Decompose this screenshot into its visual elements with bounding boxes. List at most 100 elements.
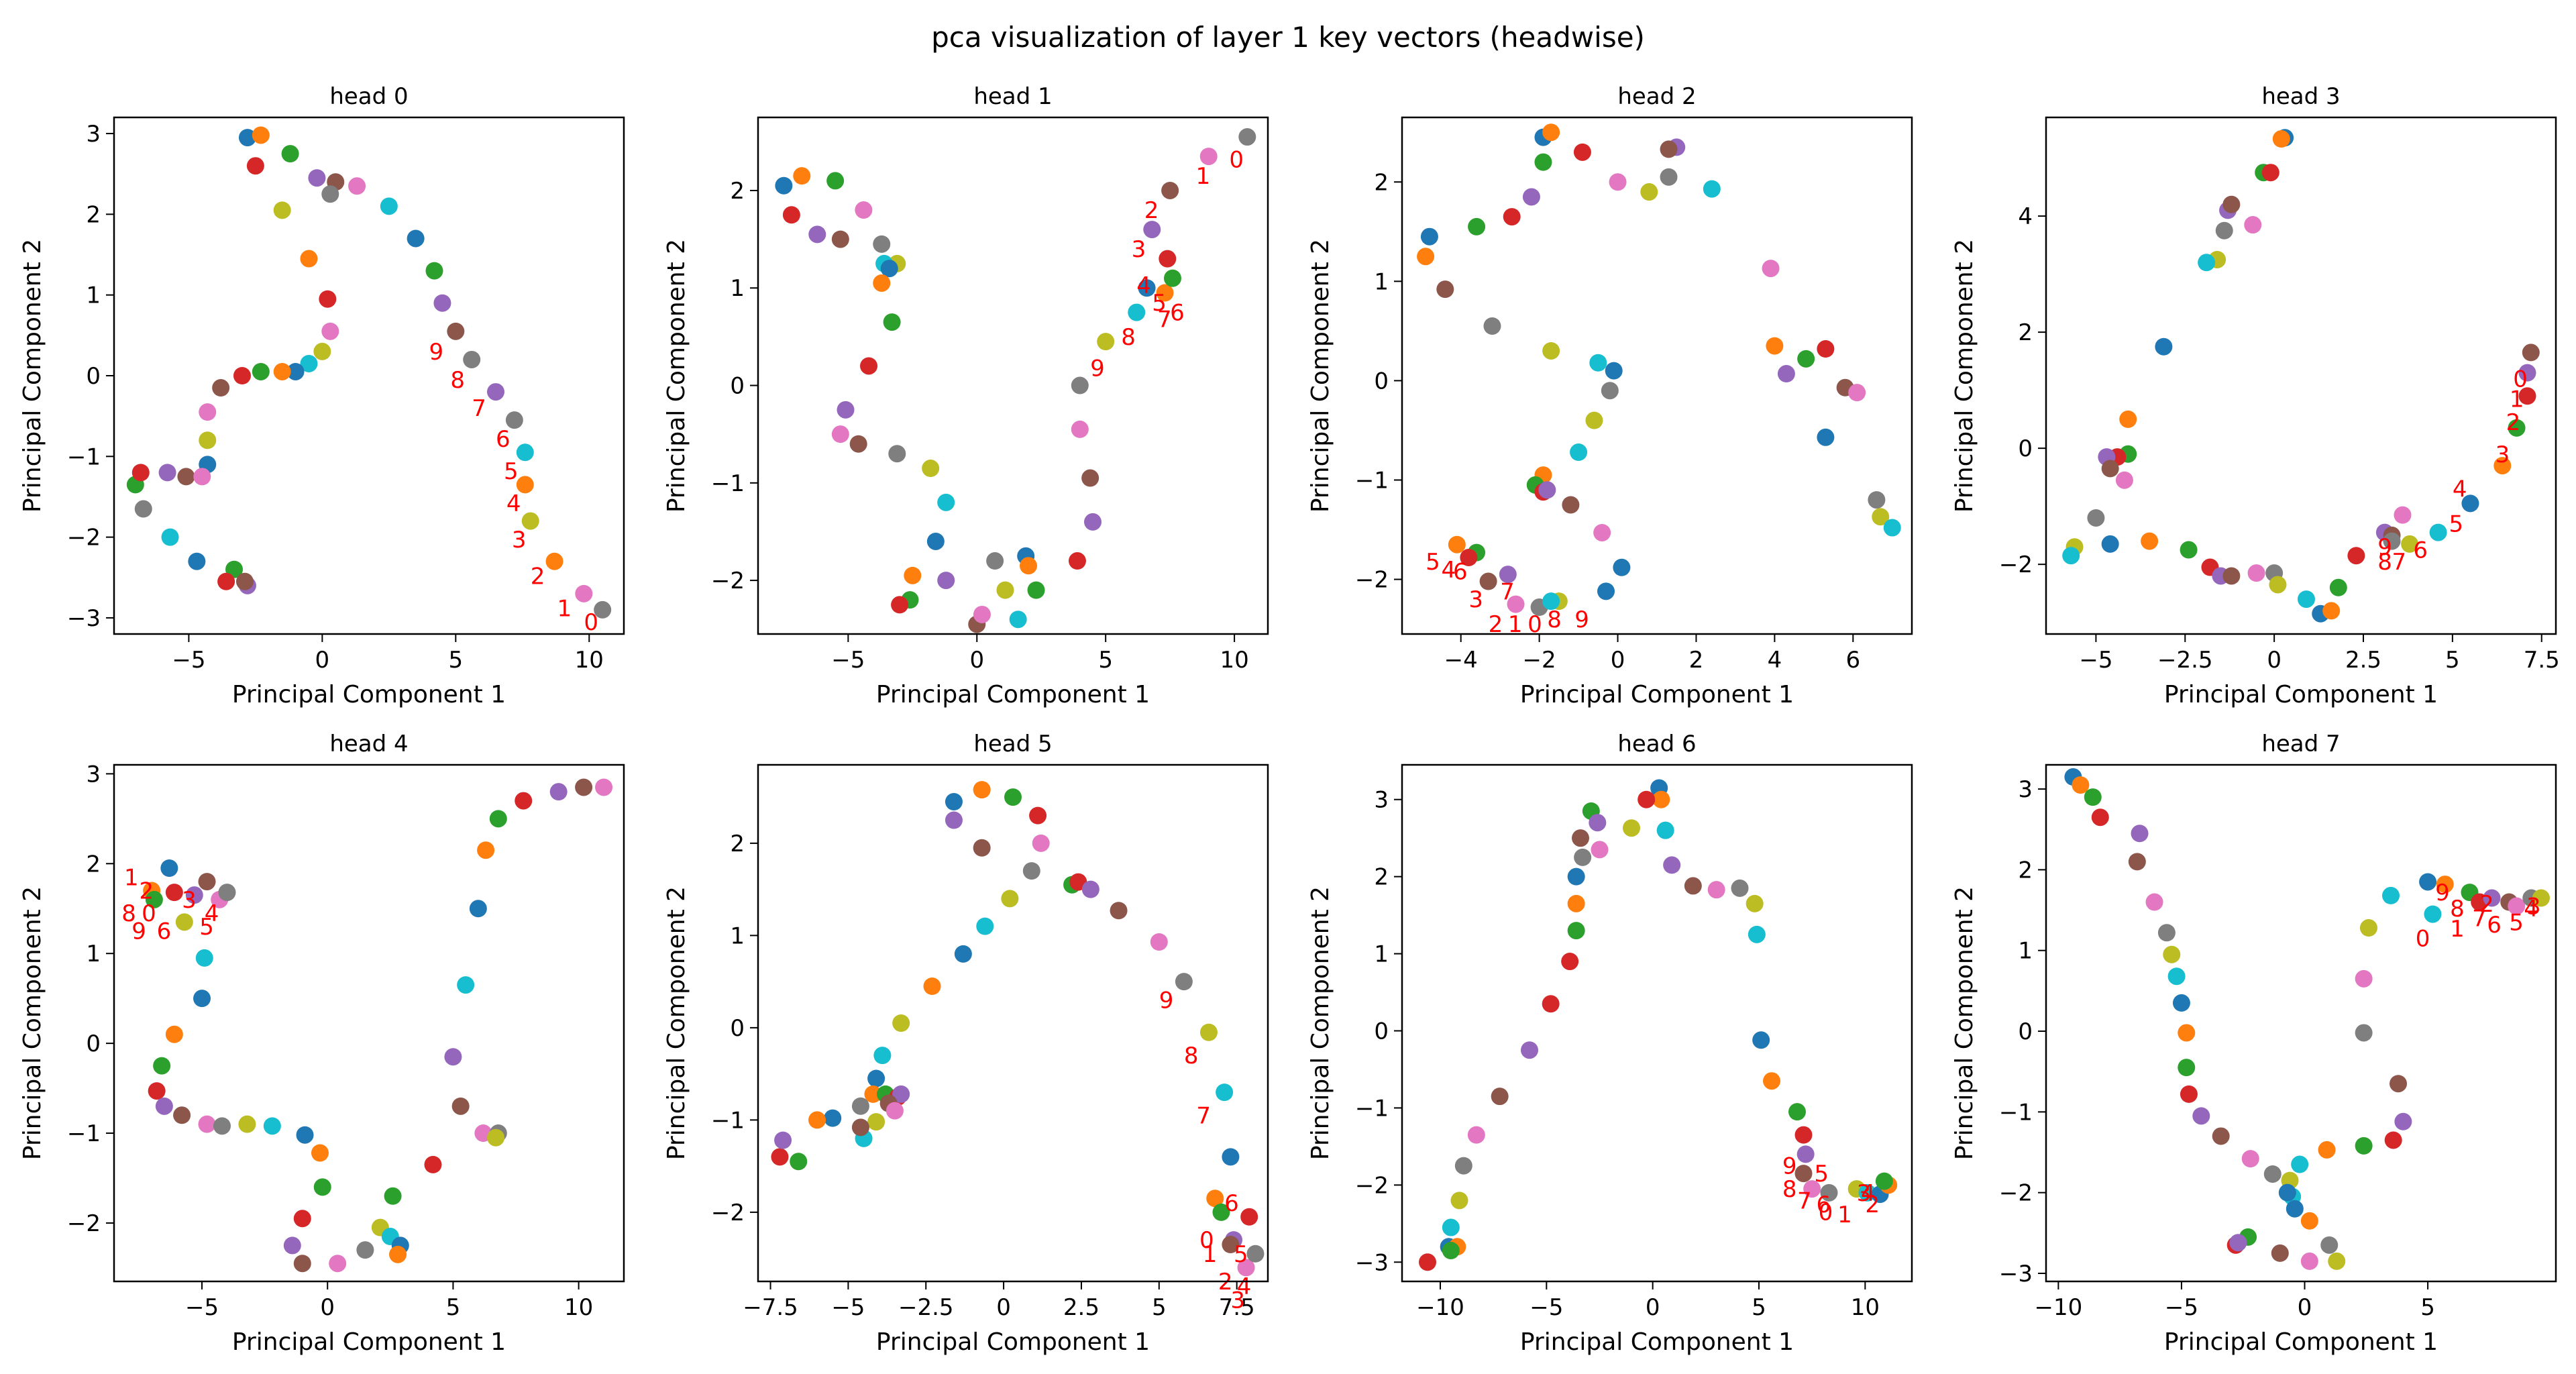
scatter-point <box>1585 411 1603 429</box>
scatter-point <box>217 572 235 590</box>
scatter-point <box>1246 1245 1265 1263</box>
scatter-point <box>2424 905 2442 923</box>
point-annotation: 4 <box>2453 476 2467 503</box>
scatter-point <box>1507 595 1525 613</box>
y-tick-label: 1 <box>86 941 101 967</box>
scatter-point <box>1591 841 1609 859</box>
scatter-point <box>2355 1024 2373 1042</box>
scatter-point <box>1777 365 1795 383</box>
point-annotation: 9 <box>2435 880 2450 906</box>
scatter-point <box>1766 337 1784 355</box>
scatter-point <box>883 313 901 331</box>
scatter-point <box>1872 508 1890 526</box>
scatter-point <box>1222 1236 1240 1253</box>
scatter-point <box>575 584 593 602</box>
scatter-point <box>433 294 451 312</box>
scatter-point <box>313 1178 331 1196</box>
point-annotation: 8 <box>2377 549 2392 576</box>
scatter-point <box>1222 1148 1240 1166</box>
scatter-point <box>193 990 211 1008</box>
scatter-point <box>1562 496 1580 514</box>
point-annotation: 3 <box>2496 441 2510 468</box>
point-annotation: 8 <box>1547 606 1562 633</box>
scatter-point <box>2198 254 2216 272</box>
scatter-point <box>193 468 211 486</box>
y-tick-label: 3 <box>86 121 101 148</box>
scatter-point <box>2401 535 2419 553</box>
scatter-point <box>2322 602 2341 620</box>
point-annotation: 8 <box>121 900 136 927</box>
scatter-point <box>1491 1088 1509 1106</box>
scatter-point <box>1521 1041 1538 1059</box>
point-annotation: 4 <box>2524 896 2538 922</box>
scatter-point <box>246 157 264 175</box>
scatter-point <box>2101 535 2119 553</box>
scatter-point <box>2141 532 2159 550</box>
point-annotation: 1 <box>2450 916 2465 943</box>
x-tick-label: 4 <box>1768 647 1782 674</box>
scatter-point <box>2419 873 2437 891</box>
scatter-point <box>867 1113 885 1131</box>
y-tick-label: −1 <box>1355 467 1389 494</box>
scatter-point <box>1797 350 1815 368</box>
scatter-point <box>1794 1165 1813 1183</box>
scatter-point <box>2178 1024 2196 1042</box>
scatter-point <box>487 1128 505 1147</box>
y-tick-label: 0 <box>2018 435 2033 462</box>
y-tick-label: −2 <box>1999 551 2033 578</box>
scatter-point <box>2518 387 2536 405</box>
x-tick-label: −2 <box>1523 647 1556 674</box>
scatter-point <box>1199 148 1218 166</box>
point-annotation: 9 <box>1090 355 1105 382</box>
y-tick-label: 0 <box>730 373 745 400</box>
subplot-title: head 6 <box>1617 731 1696 757</box>
point-annotation: 9 <box>131 918 146 945</box>
scatter-point <box>1567 894 1585 912</box>
x-tick-label: −5 <box>831 647 865 674</box>
scatter-point <box>2286 1200 2304 1218</box>
scatter-point <box>281 145 299 163</box>
y-tick-label: 2 <box>2018 857 2033 884</box>
y-tick-label: 1 <box>730 275 745 302</box>
scatter-point <box>1803 1180 1821 1198</box>
scatter-point <box>2261 164 2279 182</box>
scatter-point <box>1419 1253 1436 1271</box>
scatter-point <box>516 476 534 494</box>
scatter-point <box>2390 1075 2408 1093</box>
scatter-point <box>1638 790 1656 808</box>
x-tick-label: −5 <box>185 1294 219 1321</box>
scatter-point <box>2320 1236 2339 1254</box>
scatter-point <box>1479 572 1497 590</box>
x-tick-label: 5 <box>448 647 463 674</box>
x-tick-label: 2.5 <box>2345 647 2381 674</box>
subplot-head-5: head 5−7.5 −5 −2.5 0 2.5 5 7.5−2−1012Principal… <box>663 731 1269 1356</box>
scatter-point <box>922 460 940 478</box>
point-annotation: 2 <box>139 878 154 904</box>
point-annotation: 5 <box>1426 549 1440 576</box>
scatter-point <box>447 322 465 340</box>
scatter-point <box>131 464 150 482</box>
point-annotation: 3 <box>2526 894 2541 920</box>
scatter-point <box>2212 1127 2230 1145</box>
subplot-title: head 7 <box>2261 731 2340 757</box>
x-axis-label: Principal Component 1 <box>876 681 1150 708</box>
scatter-point <box>1820 1183 1838 1202</box>
scatter-point <box>348 177 366 195</box>
scatter-point <box>1483 317 1501 335</box>
x-tick-label: −5 <box>1529 1294 1563 1321</box>
scatter-point <box>885 1102 904 1120</box>
scatter-point <box>2145 893 2163 911</box>
x-tick-label: −5 <box>2079 647 2112 674</box>
scatter-point <box>1499 566 1517 584</box>
scatter-point <box>937 493 955 511</box>
scatter-point <box>2167 967 2186 986</box>
scatter-point <box>252 126 270 144</box>
scatter-point <box>2180 541 2198 559</box>
scatter-point <box>808 225 826 244</box>
scatter-point <box>2241 1150 2259 1168</box>
scatter-point <box>238 1115 256 1133</box>
x-tick-label: 0 <box>2267 647 2282 674</box>
scatter-point <box>198 873 216 891</box>
